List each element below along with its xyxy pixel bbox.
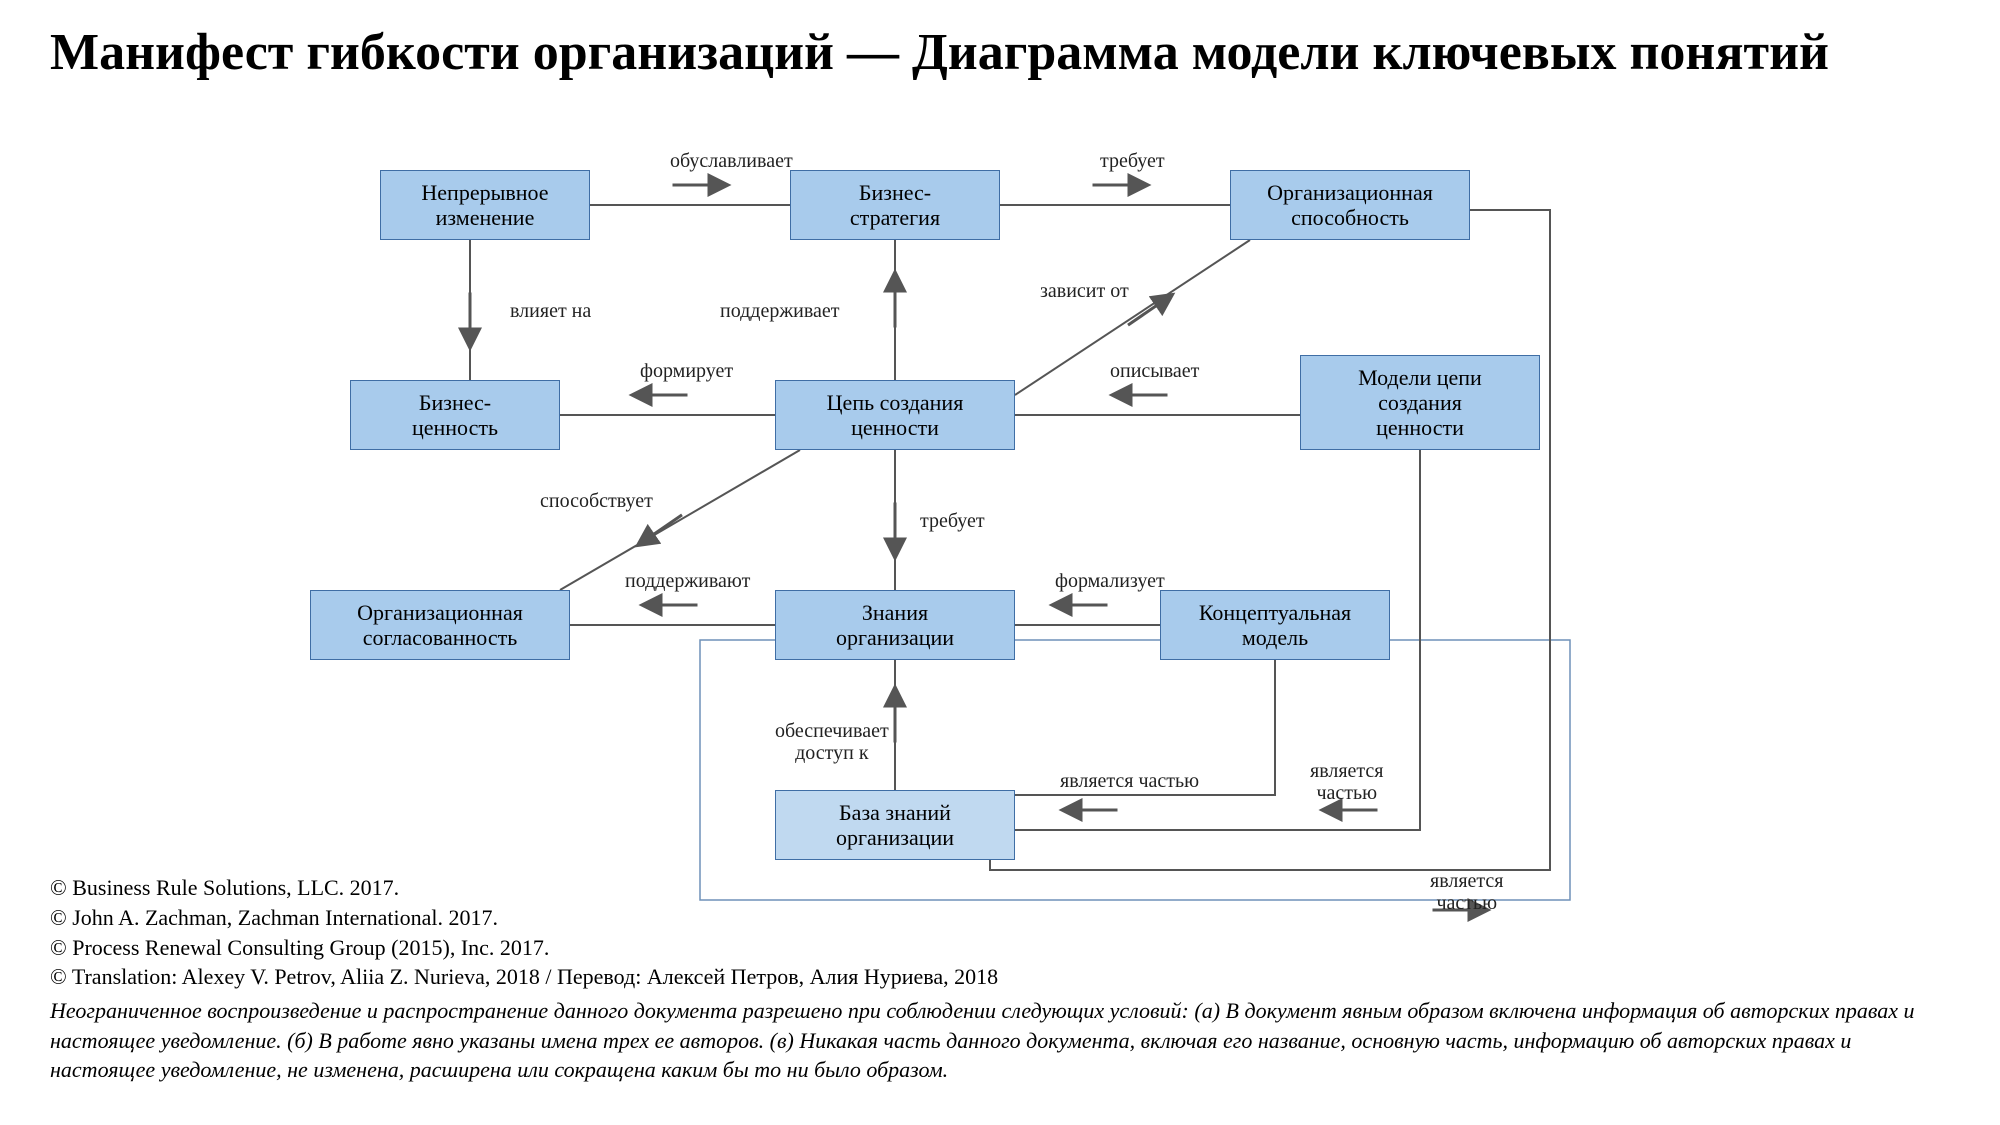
copyright-line-4: © Translation: Alexey V. Petrov, Aliia Z… xyxy=(50,962,1950,992)
node-kb: База знаний организации xyxy=(775,790,1015,860)
edge-label: способствует xyxy=(540,490,653,512)
node-capability: Организационная способность xyxy=(1230,170,1470,240)
node-valuechain: Цепь создания ценности xyxy=(775,380,1015,450)
node-vcmodel: Модели цепи создания ценности xyxy=(1300,355,1540,450)
edge-label: является частью xyxy=(1060,770,1199,792)
edge-label: формирует xyxy=(640,360,733,382)
edge-label: обеспечивает доступ к xyxy=(775,720,889,764)
copyright-line-2: © John A. Zachman, Zachman International… xyxy=(50,903,1950,933)
node-change: Непрерывное изменение xyxy=(380,170,590,240)
edge-label: требует xyxy=(1100,150,1165,172)
edge-label: описывает xyxy=(1110,360,1199,382)
node-bizvalue: Бизнес- ценность xyxy=(350,380,560,450)
copyright-line-3: © Process Renewal Consulting Group (2015… xyxy=(50,933,1950,963)
edge-label: влияет на xyxy=(510,300,591,322)
edge-label: зависит от xyxy=(1040,280,1129,302)
edge-label: обуславливает xyxy=(670,150,793,172)
edge-label: поддерживает xyxy=(720,300,840,322)
license-notice: Неограниченное воспроизведение и распрос… xyxy=(50,996,1950,1085)
node-conceptual: Концептуальная модель xyxy=(1160,590,1390,660)
node-alignment: Организационная согласованность xyxy=(310,590,570,660)
edge-label: требует xyxy=(920,510,985,532)
edge-label: является частью xyxy=(1310,760,1384,804)
node-knowledge: Знания организации xyxy=(775,590,1015,660)
copyright-line-1: © Business Rule Solutions, LLC. 2017. xyxy=(50,873,1950,903)
footer: © Business Rule Solutions, LLC. 2017. © … xyxy=(50,873,1950,1107)
node-strategy: Бизнес- стратегия xyxy=(790,170,1000,240)
edge-label: формализует xyxy=(1055,570,1165,592)
edge-label: поддерживают xyxy=(625,570,750,592)
